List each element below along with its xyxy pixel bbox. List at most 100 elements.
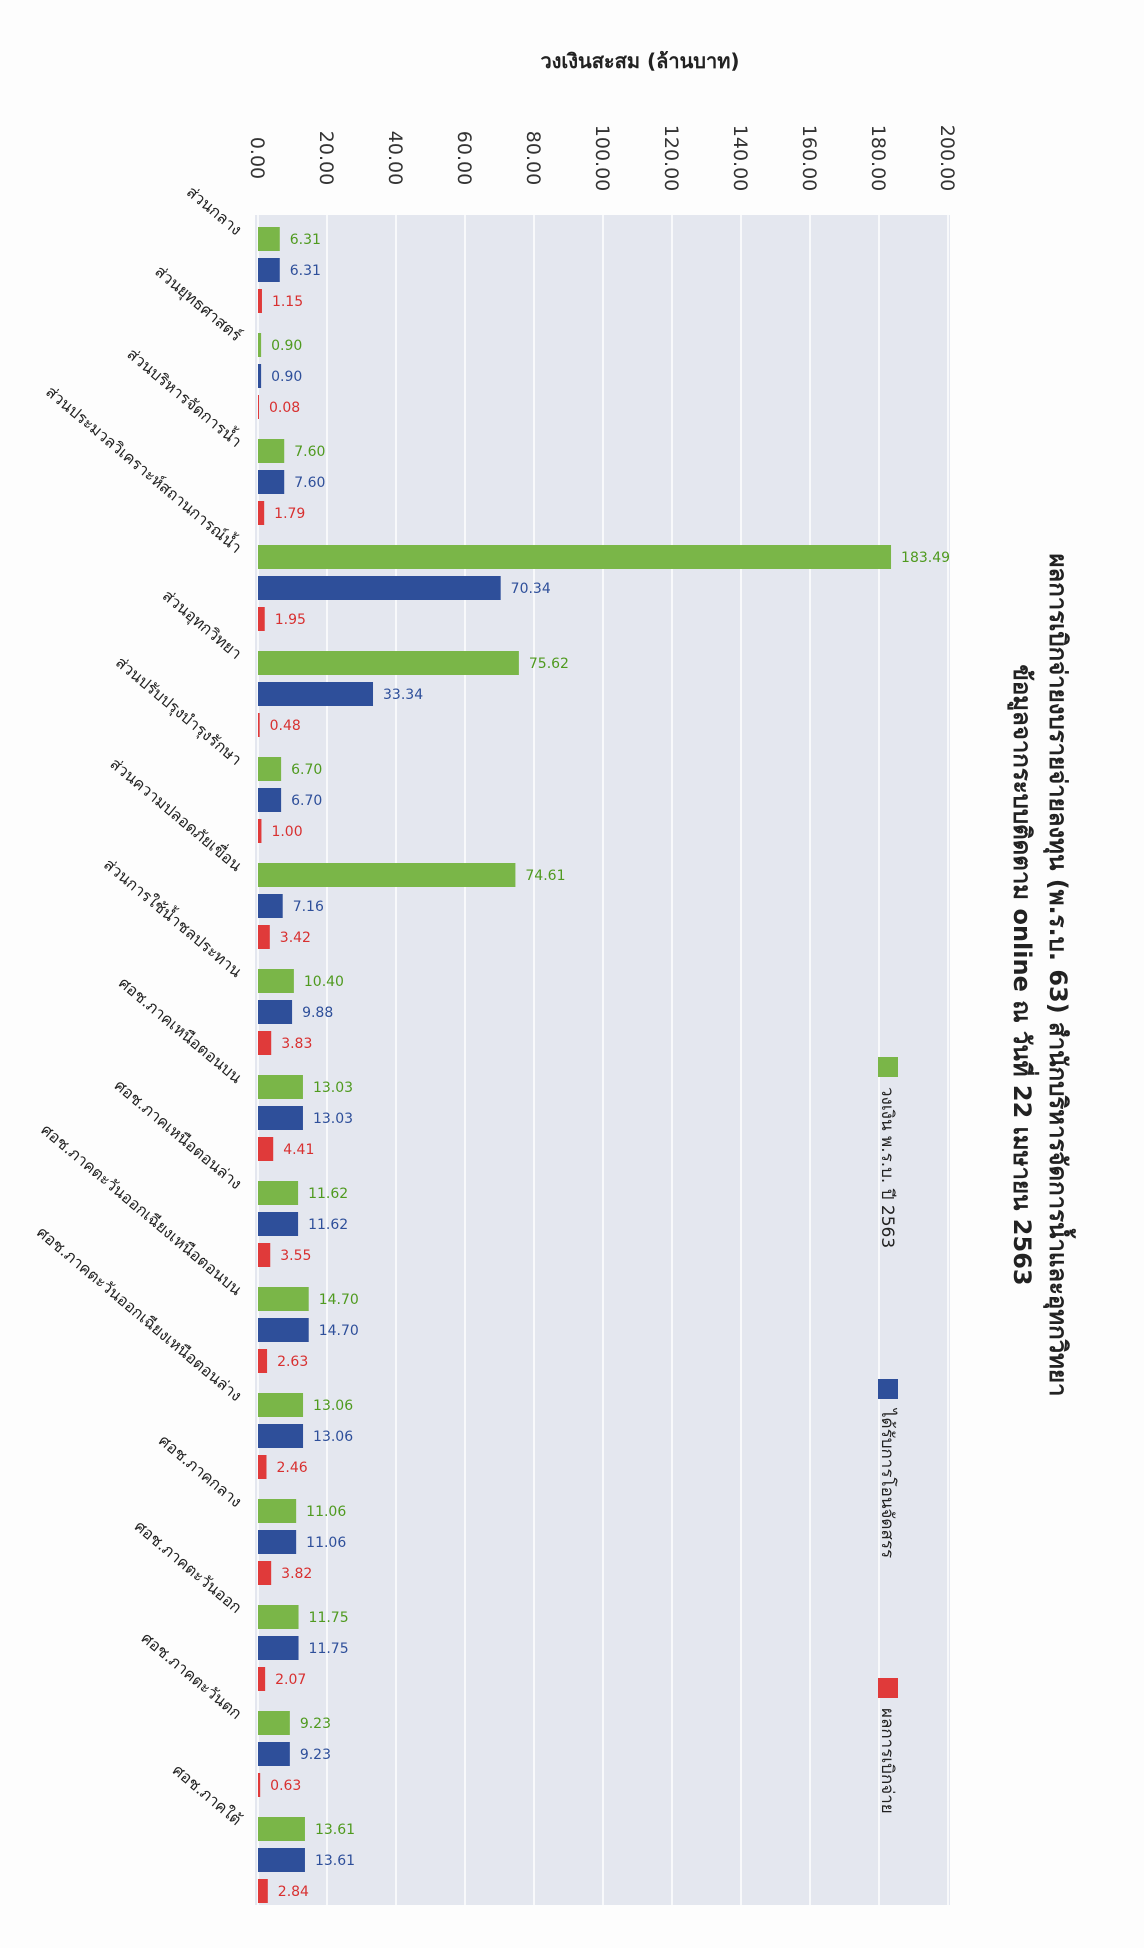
data-label: 0.48 <box>270 718 301 734</box>
bar <box>258 1636 299 1660</box>
bar <box>258 1349 268 1373</box>
bar <box>258 607 265 631</box>
data-label: 9.88 <box>302 1005 333 1021</box>
bar <box>258 364 262 388</box>
tick-label: 0.00 <box>246 137 268 179</box>
data-label: 9.23 <box>300 1747 331 1763</box>
category-label: ส่วนยุทธศาสตร์ <box>151 262 246 347</box>
category-labels: ส่วนกลางส่วนยุทธศาสตร์ส่วนบริหารจัดการน้… <box>33 182 247 1829</box>
category-label: ส่วนกลาง <box>183 182 246 239</box>
category-label: ศอช.ภาคกลาง <box>155 1431 246 1511</box>
bar <box>258 1075 303 1099</box>
data-label: 2.84 <box>278 1884 309 1900</box>
data-label: 0.90 <box>271 369 302 385</box>
bar <box>258 1561 272 1585</box>
data-label: 11.62 <box>308 1186 348 1202</box>
data-label: 13.06 <box>313 1398 353 1414</box>
bar <box>258 1455 267 1479</box>
category-label: ศอช.ภาคเหนือตอนบน <box>115 973 246 1087</box>
bar <box>258 651 519 675</box>
data-label: 6.31 <box>290 232 321 248</box>
data-label: 11.06 <box>306 1504 346 1520</box>
data-label: 11.75 <box>309 1610 349 1626</box>
bar <box>258 1773 261 1797</box>
bar <box>258 1879 268 1903</box>
bar <box>258 788 282 812</box>
category-label: ศอช.ภาคตะวันออกเฉียงเหนือตอนล่าง <box>33 1222 245 1405</box>
legend-label: ผลการเบิกจ่าย <box>877 1708 897 1814</box>
bar <box>258 863 516 887</box>
category-label: ศอช.ภาคตะวันตก <box>138 1628 246 1723</box>
legend-swatch <box>878 1678 898 1698</box>
data-label: 2.07 <box>275 1672 306 1688</box>
data-label: 7.16 <box>293 899 324 915</box>
data-label: 1.79 <box>274 506 305 522</box>
legend: วงเงิน พ.ร.บ. ปี 2563 ได้รับการโอนจัดสรรผ… <box>877 1057 898 1814</box>
tick-label: 160.00 <box>798 125 820 191</box>
data-label: 9.23 <box>300 1716 331 1732</box>
bar <box>258 439 285 463</box>
bar <box>258 470 285 494</box>
category-label: ศอช.ภาคตะวันออก <box>131 1517 246 1618</box>
data-label: 7.60 <box>294 475 325 491</box>
bar <box>258 1424 304 1448</box>
legend-label: วงเงิน พ.ร.บ. ปี 2563 <box>877 1087 897 1248</box>
category-label: ส่วนอุทกวิทยา <box>158 586 245 664</box>
bar <box>258 501 265 525</box>
data-label: 33.34 <box>383 687 423 703</box>
tick-label: 20.00 <box>315 131 337 185</box>
bar <box>258 682 374 706</box>
data-label: 7.60 <box>294 444 325 460</box>
bars: 6.31 6.31 1.15 0.90 0.90 0.08 7.60 7.60 1.79 183.… <box>258 227 950 1903</box>
data-label: 75.62 <box>529 656 569 672</box>
bar <box>258 333 262 357</box>
bar <box>258 757 282 781</box>
category-label: ส่วนความปลอดภัยเขื่อน <box>106 752 247 875</box>
tick-label: 80.00 <box>522 131 544 185</box>
bar <box>258 1031 272 1055</box>
tick-label: 60.00 <box>453 131 475 185</box>
legend-swatch <box>878 1057 898 1077</box>
data-label: 11.62 <box>308 1217 348 1233</box>
data-label: 70.34 <box>511 581 551 597</box>
bar <box>258 1742 290 1766</box>
bar <box>258 1243 271 1267</box>
bar <box>258 819 262 843</box>
tick-label: 140.00 <box>729 125 751 191</box>
tick-label: 100.00 <box>591 125 613 191</box>
bar <box>258 1393 304 1417</box>
data-label: 13.03 <box>313 1111 353 1127</box>
value-axis-title: วงเงินสะสม (ล้านบาท) <box>540 49 739 73</box>
data-label: 14.70 <box>319 1292 359 1308</box>
data-label: 0.90 <box>271 338 302 354</box>
bar <box>258 1106 303 1130</box>
bar <box>258 395 259 419</box>
chart-subtitle: ข้อมูลจากระบบติดตาม online ณ วันที่ 22 เ… <box>1007 664 1040 1285</box>
tick-label: 180.00 <box>867 125 889 191</box>
data-label: 1.95 <box>275 612 306 628</box>
data-label: 13.03 <box>313 1080 353 1096</box>
category-label: ศอช.ภาคตะวันออกเฉียงเหนือตอนบน <box>37 1120 245 1299</box>
category-label: ส่วนบริหารจัดการน้ำ <box>123 343 246 451</box>
data-label: 4.41 <box>283 1142 314 1158</box>
data-label: 1.15 <box>272 294 303 310</box>
bar <box>258 894 283 918</box>
chart-title-group: ผลการเบิกจ่ายงบรายจ่ายลงทุน (พ.ร.บ. 63) … <box>1007 553 1077 1396</box>
category-label: ส่วนการใช้น้ำชลประทาน <box>100 853 247 981</box>
category-label: ส่วนปรับปรุงบำรุงรักษา <box>111 653 245 770</box>
bar <box>258 1181 299 1205</box>
data-label: 183.49 <box>901 550 950 566</box>
bar <box>258 969 294 993</box>
data-label: 13.61 <box>315 1822 355 1838</box>
data-label: 74.61 <box>525 868 565 884</box>
bar <box>258 1212 299 1236</box>
data-label: 2.63 <box>277 1354 308 1370</box>
legend-swatch <box>878 1379 898 1399</box>
category-label: ส่วนประมวลวิเคราะห์สถานการณ์น้ำ <box>42 381 247 558</box>
data-label: 13.61 <box>315 1853 355 1869</box>
data-label: 0.63 <box>270 1778 301 1794</box>
bar <box>258 545 892 569</box>
tick-label: 200.00 <box>936 125 958 191</box>
data-label: 3.83 <box>281 1036 312 1052</box>
